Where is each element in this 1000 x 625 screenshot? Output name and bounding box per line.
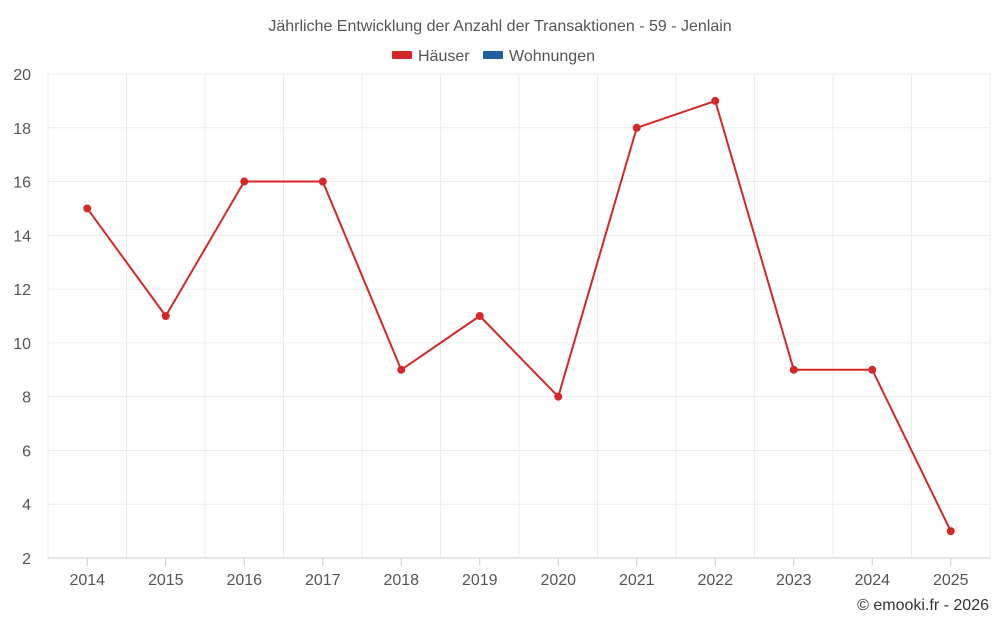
legend: Häuser Wohnungen — [392, 48, 595, 65]
legend-label-wohnungen: Wohnungen — [509, 48, 595, 65]
y-tick-label: 8 — [22, 390, 31, 407]
legend-item-haeuser[interactable]: Häuser — [392, 48, 470, 65]
x-tick-label: 2017 — [305, 572, 341, 589]
series-haeuser — [83, 96, 955, 536]
x-tick-label: 2014 — [69, 572, 105, 589]
legend-swatch-wohnungen — [483, 51, 503, 59]
data-point[interactable] — [868, 365, 877, 374]
x-tick-label: 2025 — [933, 572, 969, 589]
x-tick-label: 2023 — [776, 572, 812, 589]
y-tick-label: 12 — [13, 282, 31, 299]
grid — [47, 73, 991, 558]
y-tick-label: 10 — [13, 336, 31, 353]
x-tick-label: 2016 — [226, 572, 262, 589]
data-point[interactable] — [83, 204, 92, 213]
y-tick-label: 14 — [13, 228, 31, 245]
axes — [48, 557, 990, 566]
data-point[interactable] — [397, 365, 406, 374]
legend-item-wohnungen[interactable]: Wohnungen — [483, 48, 595, 65]
data-point[interactable] — [632, 123, 641, 132]
data-point[interactable] — [240, 177, 249, 186]
data-point[interactable] — [946, 527, 955, 536]
x-tick-label: 2020 — [540, 572, 576, 589]
credit-text: © emooki.fr - 2026 — [857, 597, 989, 614]
y-tick-label: 16 — [13, 175, 31, 192]
y-tick-label: 2 — [22, 551, 31, 568]
y-tick-label: 18 — [13, 121, 31, 138]
legend-label-haeuser: Häuser — [418, 48, 470, 65]
data-point[interactable] — [475, 312, 484, 320]
data-point[interactable] — [318, 177, 327, 186]
x-tick-label: 2019 — [462, 572, 498, 589]
data-point[interactable] — [711, 96, 720, 105]
chart-title: Jährliche Entwicklung der Anzahl der Tra… — [268, 18, 731, 35]
y-tick-label: 20 — [13, 67, 31, 84]
y-axis-ticks: 2 4 6 8 10 12 14 16 18 20 — [13, 67, 31, 568]
data-point[interactable] — [161, 312, 170, 320]
x-tick-label: 2024 — [854, 572, 890, 589]
legend-swatch-haeuser — [392, 51, 412, 59]
series-line — [86, 99, 952, 532]
x-tick-label: 2022 — [697, 572, 733, 589]
data-point[interactable] — [789, 365, 798, 374]
y-tick-label: 4 — [22, 497, 31, 514]
x-tick-label: 2018 — [383, 572, 419, 589]
x-tick-label: 2021 — [619, 572, 655, 589]
x-tick-label: 2015 — [148, 572, 184, 589]
x-axis-ticks: 2014 2015 2016 2017 2018 2019 2020 2021 2022 2023… — [69, 572, 968, 589]
data-point[interactable] — [554, 392, 563, 401]
y-tick-label: 6 — [22, 443, 31, 460]
